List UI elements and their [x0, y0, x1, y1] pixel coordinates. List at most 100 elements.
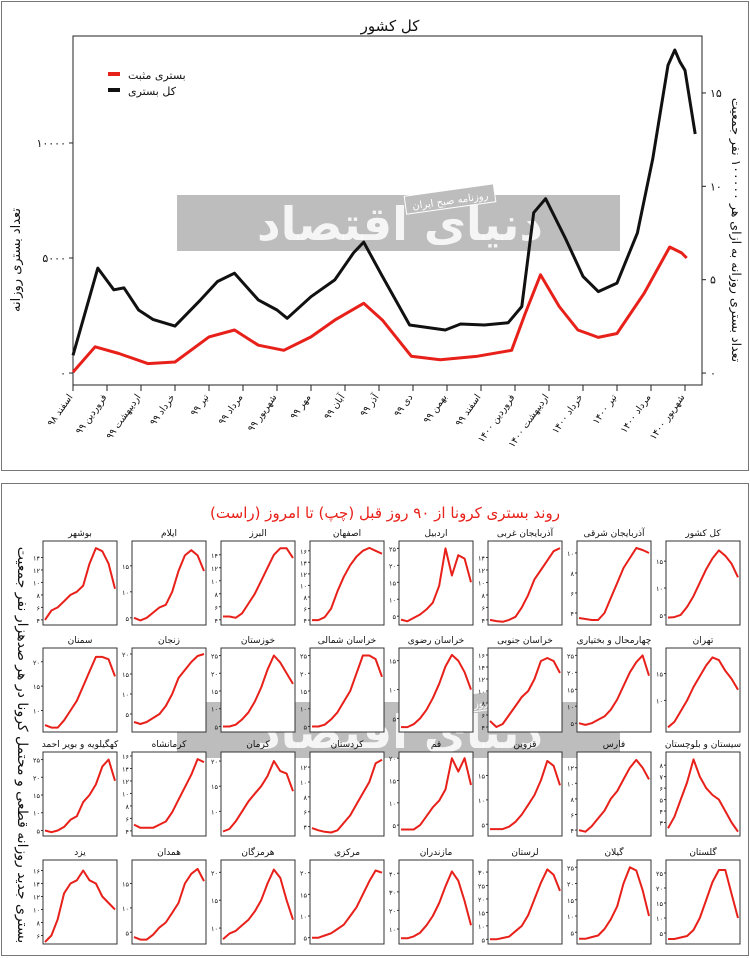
- panel-series-line: [579, 866, 650, 940]
- panel-frame: [576, 859, 652, 945]
- panel-y-tick-label: ۴: [571, 610, 575, 618]
- panel-y-tick-label: ۲۰: [389, 755, 396, 763]
- panel-y-tick-label: ۱۰: [33, 907, 40, 915]
- panel-y-tick-label: ۱۴: [300, 559, 307, 567]
- province-panel: آذربایجان غربی ۴ ۶ ۸ ۱۰ ۱۲ ۱۴: [478, 527, 563, 626]
- panel-y-tick-label: ۴: [37, 617, 41, 625]
- panel-title: کل کشور: [684, 529, 721, 539]
- panel-series-line: [490, 759, 561, 831]
- panel-y-tick-label: ۱۰: [300, 582, 307, 590]
- panel-frame: [665, 751, 741, 837]
- province-panel: تهران ۱۰ ۱۵: [656, 636, 741, 733]
- panel-frame: [309, 751, 385, 837]
- panel-y-tick-label: ۵: [304, 935, 308, 943]
- panel-title: زنجان: [158, 636, 180, 646]
- panel-y-tick-label: ۸: [482, 700, 486, 708]
- panel-y-tick-label: ۲۵: [567, 652, 574, 660]
- panel-title: همدان: [157, 848, 181, 858]
- panel-frame: [665, 859, 741, 945]
- watermark-logo: دنیای اقتصاد: [257, 197, 543, 251]
- panel-series-line: [489, 657, 561, 728]
- panel-y-tick-label: ۸: [660, 762, 664, 770]
- panel-y-tick-label: ۱۰: [300, 706, 307, 714]
- panel-series-line: [578, 654, 650, 726]
- panel-y-tick-label: ۱۰: [656, 697, 663, 705]
- panel-series-line: [222, 868, 294, 940]
- panel-y-tick-label: ۱۰: [33, 579, 40, 587]
- panel-frame: [131, 540, 207, 626]
- y-tick-label: ۱۰۰۰۰: [36, 137, 66, 150]
- panel-y-tick-label: ۲۰: [122, 651, 129, 659]
- province-panel: چهارمحال و بختیاری ۵ ۱۰ ۱۵ ۲۰ ۲۵: [567, 636, 652, 733]
- panel-y-tick-label: ۲۰: [567, 881, 574, 889]
- panel-y-tick-label: ۱۰: [300, 913, 307, 921]
- panel-y-tick-label: ۲۰: [656, 885, 663, 893]
- panel-y-tick-label: ۸: [215, 591, 219, 599]
- y-axis-label: تعداد بستری روزانه: [9, 208, 24, 312]
- panel-y-tick-label: ۱۰: [33, 708, 40, 716]
- panel-y-tick-label: ۵: [660, 930, 664, 938]
- panel-series-line: [312, 546, 383, 622]
- province-panel: البرز ۴ ۶ ۸ ۱۰ ۱۲ ۱۴: [211, 529, 296, 626]
- panel-series-line: [490, 868, 561, 941]
- panel-y-tick-label: ۱۲: [33, 567, 40, 575]
- panel-title: خراسان جنوبی: [497, 636, 553, 646]
- panel-frame: [42, 859, 118, 945]
- x-tick-label: تیر ۱۴۰۰: [591, 392, 620, 427]
- panel-y-tick-label: ۱۵: [567, 686, 574, 694]
- panel-y-tick-label: ۵: [215, 723, 219, 731]
- panel-y-tick-label: ۵: [482, 821, 486, 829]
- panel-y-tick-label: ۱۵: [33, 792, 40, 800]
- legend-swatch-total: [108, 88, 120, 92]
- national-chart-panel: [1, 1, 749, 471]
- panel-y-tick-label: ۲۵: [656, 870, 663, 878]
- watermark-tag-box: [403, 183, 497, 215]
- panel-series-line: [311, 758, 383, 834]
- panel-y-tick-label: ۲۵: [300, 653, 307, 661]
- y2-axis-label: تعداد بستری روزانه به ازای هر ۱۰۰۰۰۰ نفر…: [728, 98, 744, 363]
- panel-y-tick-label: ۱۰: [567, 913, 574, 921]
- province-panel: کرمان ۱۰ ۱۵ ۲۰: [211, 740, 296, 837]
- panel-title: هرمزگان: [241, 846, 274, 858]
- panel-y-tick-label: ۴: [215, 617, 219, 625]
- panel-y-tick-label: ۵: [37, 827, 41, 835]
- panel-y-tick-label: ۲۰: [300, 670, 307, 678]
- panel-title: گیلان: [605, 846, 625, 858]
- panel-title: کردستان: [331, 740, 365, 750]
- province-panel: خوزستان ۵ ۱۰ ۱۵ ۲۰ ۲۵: [211, 636, 296, 733]
- panel-y-tick-label: ۴: [482, 724, 486, 732]
- panel-y-tick-label: ۵: [571, 720, 575, 728]
- panel-title: ایلام: [161, 529, 177, 539]
- panel-y-tick-label: ۱۲: [211, 565, 218, 573]
- panel-title: خراسان شمالی: [318, 636, 377, 646]
- x-tick-label: اسفند ۹۹: [454, 392, 484, 428]
- panel-series-line: [44, 655, 116, 729]
- x-tick-label: خرداد ۹۹: [148, 392, 177, 427]
- panel-title: بوشهر: [67, 529, 92, 539]
- legend-label-total: کل بستری: [128, 85, 177, 98]
- panel-y-tick-label: ۲۵: [211, 653, 218, 661]
- panel-title: قزوین: [514, 740, 537, 750]
- watermark-band: [177, 195, 620, 251]
- panel-series-line: [489, 547, 561, 623]
- panel-y-tick-label: ۱۵: [389, 579, 396, 587]
- panel-series-line: [133, 653, 205, 725]
- province-panel: هرمزگان ۱۰ ۱۵ ۲۰: [211, 846, 296, 945]
- panel-y-tick-label: ۵: [660, 612, 664, 620]
- panel-y-tick-label: ۱۰: [389, 687, 396, 695]
- panel-y-tick-label: ۱۵: [300, 688, 307, 696]
- panel-y-tick-label: ۲۰: [389, 907, 396, 915]
- province-panel: گلستان ۵ ۱۰ ۱۵ ۲۰ ۲۵: [656, 846, 741, 945]
- panel-y-tick-label: ۲۰: [211, 758, 218, 766]
- panel-y-tick-label: ۲۰: [389, 562, 396, 570]
- panel-y-tick-label: ۶: [482, 712, 486, 720]
- panel-title: البرز: [248, 529, 266, 539]
- panel-y-tick-label: ۱۰: [122, 589, 129, 597]
- panel-y-tick-label: ۱۰: [656, 585, 663, 593]
- panel-y-tick-label: ۱۲: [122, 778, 129, 786]
- province-panel: قم ۵ ۱۰ ۱۵ ۲۰: [389, 740, 474, 837]
- province-panel: ایلام ۵ ۱۰ ۱۵: [122, 529, 207, 626]
- panel-series-line: [312, 869, 383, 939]
